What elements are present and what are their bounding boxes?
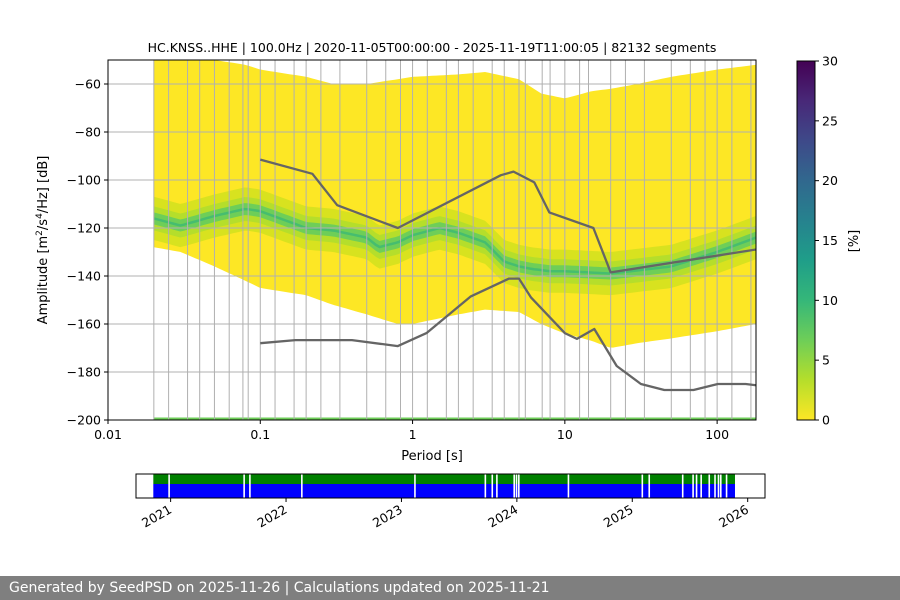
nlnm-curve [260,277,756,392]
y-tick-label: −200 [67,413,101,428]
y-tick-label: −120 [67,221,101,236]
availability-gap [496,474,498,498]
year-axis-ticks: 2021 2022 2023 2024 2025 2026 [139,498,751,531]
colorbar-tick-label: 0 [822,413,830,428]
availability-gap [708,474,711,498]
year-tick-label: 2023 [370,502,405,531]
x-axis-ticks: 0.01 0.1 1 10 100 [94,420,729,442]
availability-gap [717,474,720,498]
availability-gap [301,474,303,498]
y-tick-label: −60 [75,77,101,92]
plot-frame [107,59,757,421]
y-axis-ticks: −60 −80 −100 −120 −140 −160 −180 −200 [67,77,108,428]
y-tick-label: −160 [67,317,101,332]
year-tick-label: 2025 [601,502,636,531]
availability-gap [513,474,515,498]
availability-gap [567,474,570,498]
colorbar: 0 5 10 15 20 25 30 [%] [796,54,862,428]
gridlines [108,60,756,420]
nhnm-curve [259,158,756,274]
y-tick-label: −180 [67,365,101,380]
availability-gap [719,474,722,498]
availability-gap [681,474,684,498]
y-axis-label-part: Amplitude [m [36,236,51,325]
availability-gap [515,474,518,498]
chart-title: HC.KNSS..HHE | 100.0Hz | 2020-11-05T00:0… [148,40,717,55]
colorbar-label: [%] [847,230,862,253]
availability-gap [648,474,651,498]
colorbar-ticks: 0 5 10 15 20 25 30 [815,54,838,428]
colorbar-tick-label: 25 [822,113,838,128]
y-axis-label-part: /s [36,219,51,230]
availability-gap [484,474,487,498]
colorbar-tick-label: 20 [822,173,838,188]
psd-figure: HC.KNSS..HHE | 100.0Hz | 2020-11-05T00:0… [35,40,862,531]
availability-gap [414,474,416,498]
availability-gap [168,474,170,498]
availability-gap [518,474,520,498]
colorbar-tick-label: 5 [822,353,830,368]
year-tick-label: 2024 [485,502,520,531]
year-tick-label: 2022 [254,502,289,531]
availability-gap [695,474,698,498]
colorbar-gradient [796,60,816,421]
psd-mode-curve [153,207,756,275]
x-tick-label: 10 [557,427,573,442]
colorbar-tick-label: 10 [822,293,838,308]
availability-gap [243,474,245,498]
availability-gap [692,474,694,498]
y-axis-label-sup: 4 [35,213,45,219]
availability-bottom-bar [153,484,735,498]
x-tick-label: 0.1 [250,427,270,442]
availability-frame [135,473,766,499]
availability-gap [700,474,702,498]
year-tick-label: 2026 [716,502,751,531]
psd-plot-area: 0.01 0.1 1 10 100 −60 −80 −100 −120 −140 −160 −180… [67,59,757,442]
availability-gap [641,474,644,498]
y-axis-label-sup: 2 [35,230,45,236]
footer-bar: Generated by SeedPSD on 2025-11-26 | Cal… [0,576,900,600]
x-tick-label: 100 [705,427,729,442]
x-tick-label: 0.01 [94,427,122,442]
data-availability-strip: 2021 2022 2023 2024 2025 2026 [135,473,766,531]
x-axis-label: Period [s] [401,449,463,464]
y-tick-label: −80 [75,125,101,140]
colorbar-tick-label: 30 [822,54,838,69]
colorbar-tick-label: 15 [822,233,838,248]
y-tick-label: −140 [67,269,101,284]
y-axis-label-part: /Hz] [dB] [36,156,51,214]
psd-density-band-mid [153,197,756,286]
noise-model-curves [259,158,756,392]
psd-density-band-high [153,203,756,280]
availability-gap [714,474,716,498]
availability-gap [491,474,494,498]
availability-gap [249,474,251,498]
availability-gap [725,474,728,498]
year-tick-label: 2021 [139,502,174,531]
y-axis-label: Amplitude [m2/s4/Hz] [dB] [35,156,51,325]
availability-gaps [168,474,728,498]
availability-top-bar [153,474,735,484]
footer-text: Generated by SeedPSD on 2025-11-26 | Cal… [9,580,550,596]
x-tick-label: 1 [409,427,417,442]
y-tick-label: −100 [67,173,101,188]
